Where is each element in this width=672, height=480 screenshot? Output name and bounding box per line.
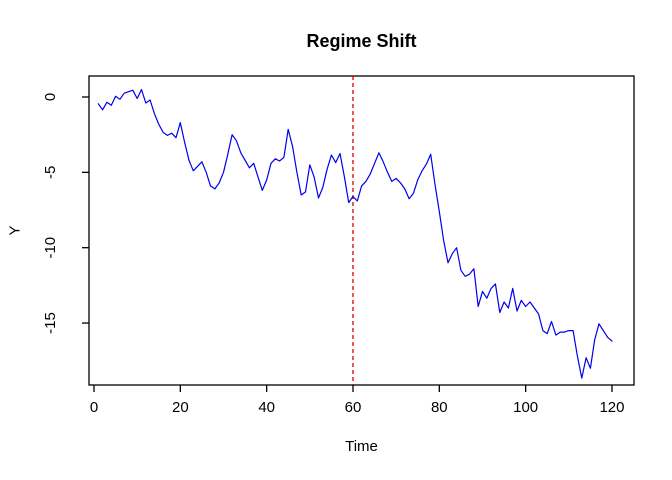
x-tick-label: 60 [345,399,362,416]
x-tick-label: 0 [90,399,98,416]
y-tick-label: 0 [42,93,59,101]
x-tick-label: 120 [599,399,624,416]
y-axis-label: Y [6,225,24,236]
x-tick-label: 40 [258,399,275,416]
x-axis-label: Time [345,438,378,455]
y-tick-label: -10 [42,237,59,259]
y-tick-label: -5 [42,166,59,179]
series-line-y [97,88,613,379]
y-tick-label: -15 [42,312,59,334]
x-tick-label: 80 [431,399,448,416]
x-tick-label: 100 [513,399,538,416]
plot-box [88,75,635,386]
chart-title: Regime Shift [306,31,417,51]
x-tick-label: 20 [172,399,189,416]
